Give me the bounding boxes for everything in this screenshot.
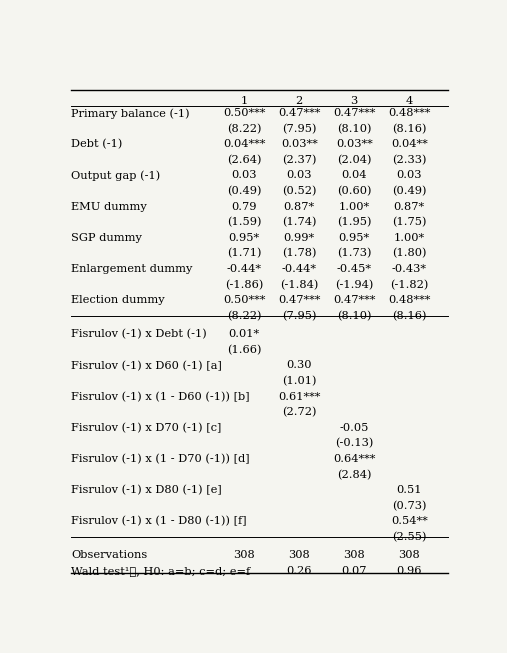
Text: 0.64***: 0.64*** bbox=[333, 454, 375, 464]
Text: 0.26: 0.26 bbox=[286, 566, 312, 576]
Text: (8.16): (8.16) bbox=[392, 123, 426, 134]
Text: Fisrulov (-1) x D70 (-1) [c]: Fisrulov (-1) x D70 (-1) [c] bbox=[71, 422, 222, 433]
Text: 1.00*: 1.00* bbox=[339, 202, 370, 212]
Text: (0.52): (0.52) bbox=[282, 186, 316, 197]
Text: 0.03: 0.03 bbox=[231, 170, 257, 180]
Text: (1.73): (1.73) bbox=[337, 248, 372, 259]
Text: 0.48***: 0.48*** bbox=[388, 108, 430, 118]
Text: 0.30: 0.30 bbox=[286, 360, 312, 370]
Text: (7.95): (7.95) bbox=[282, 123, 316, 134]
Text: EMU dummy: EMU dummy bbox=[71, 202, 147, 212]
Text: Fisrulov (-1) x (1 - D60 (-1)) [b]: Fisrulov (-1) x (1 - D60 (-1)) [b] bbox=[71, 392, 250, 402]
Text: -0.44*: -0.44* bbox=[281, 264, 317, 274]
Text: 1.00*: 1.00* bbox=[393, 232, 425, 243]
Text: (2.72): (2.72) bbox=[282, 407, 316, 417]
Text: 0.96: 0.96 bbox=[396, 566, 422, 576]
Text: 0.03**: 0.03** bbox=[281, 139, 317, 149]
Text: Enlargement dummy: Enlargement dummy bbox=[71, 264, 193, 274]
Text: -0.45*: -0.45* bbox=[337, 264, 372, 274]
Text: Fisrulov (-1) x D80 (-1) [e]: Fisrulov (-1) x D80 (-1) [e] bbox=[71, 485, 222, 496]
Text: 0.07: 0.07 bbox=[341, 566, 367, 576]
Text: (8.22): (8.22) bbox=[227, 311, 262, 321]
Text: (-1.82): (-1.82) bbox=[390, 279, 428, 290]
Text: (0.73): (0.73) bbox=[392, 501, 426, 511]
Text: Debt (-1): Debt (-1) bbox=[71, 139, 123, 150]
Text: (2.37): (2.37) bbox=[282, 155, 316, 165]
Text: Wald test¹⧩, H0: a=b; c=d; e=f: Wald test¹⧩, H0: a=b; c=d; e=f bbox=[71, 566, 250, 576]
Text: (-1.94): (-1.94) bbox=[335, 279, 373, 290]
Text: (-1.86): (-1.86) bbox=[225, 279, 263, 290]
Text: (0.49): (0.49) bbox=[227, 186, 262, 197]
Text: 3: 3 bbox=[350, 96, 358, 106]
Text: 0.48***: 0.48*** bbox=[388, 295, 430, 305]
Text: 0.54**: 0.54** bbox=[391, 517, 427, 526]
Text: (8.16): (8.16) bbox=[392, 311, 426, 321]
Text: (-0.13): (-0.13) bbox=[335, 438, 373, 449]
Text: (1.75): (1.75) bbox=[392, 217, 426, 227]
Text: (0.60): (0.60) bbox=[337, 186, 372, 197]
Text: (2.84): (2.84) bbox=[337, 470, 372, 480]
Text: (2.33): (2.33) bbox=[392, 155, 426, 165]
Text: (1.95): (1.95) bbox=[337, 217, 372, 227]
Text: Observations: Observations bbox=[71, 550, 148, 560]
Text: (8.22): (8.22) bbox=[227, 123, 262, 134]
Text: 4: 4 bbox=[406, 96, 413, 106]
Text: (1.59): (1.59) bbox=[227, 217, 262, 227]
Text: 308: 308 bbox=[233, 550, 255, 560]
Text: (2.55): (2.55) bbox=[392, 532, 426, 542]
Text: (1.80): (1.80) bbox=[392, 248, 426, 259]
Text: 0.04***: 0.04*** bbox=[223, 139, 265, 149]
Text: 0.04**: 0.04** bbox=[391, 139, 427, 149]
Text: 308: 308 bbox=[343, 550, 365, 560]
Text: 0.04: 0.04 bbox=[341, 170, 367, 180]
Text: 0.47***: 0.47*** bbox=[333, 108, 375, 118]
Text: (1.66): (1.66) bbox=[227, 345, 262, 355]
Text: Output gap (-1): Output gap (-1) bbox=[71, 170, 161, 181]
Text: 0.03: 0.03 bbox=[396, 170, 422, 180]
Text: 308: 308 bbox=[399, 550, 420, 560]
Text: 0.50***: 0.50*** bbox=[223, 295, 265, 305]
Text: 0.47***: 0.47*** bbox=[333, 295, 375, 305]
Text: 0.03**: 0.03** bbox=[336, 139, 373, 149]
Text: -0.43*: -0.43* bbox=[391, 264, 427, 274]
Text: 0.47***: 0.47*** bbox=[278, 295, 320, 305]
Text: (7.95): (7.95) bbox=[282, 311, 316, 321]
Text: (8.10): (8.10) bbox=[337, 123, 372, 134]
Text: 0.01*: 0.01* bbox=[229, 329, 260, 340]
Text: (1.01): (1.01) bbox=[282, 376, 316, 387]
Text: (1.74): (1.74) bbox=[282, 217, 316, 227]
Text: -0.44*: -0.44* bbox=[227, 264, 262, 274]
Text: 1: 1 bbox=[240, 96, 248, 106]
Text: -0.05: -0.05 bbox=[340, 422, 369, 433]
Text: 0.47***: 0.47*** bbox=[278, 108, 320, 118]
Text: 308: 308 bbox=[288, 550, 310, 560]
Text: 0.99*: 0.99* bbox=[283, 232, 315, 243]
Text: (1.78): (1.78) bbox=[282, 248, 316, 259]
Text: (2.64): (2.64) bbox=[227, 155, 262, 165]
Text: (-1.84): (-1.84) bbox=[280, 279, 318, 290]
Text: Fisrulov (-1) x Debt (-1): Fisrulov (-1) x Debt (-1) bbox=[71, 329, 207, 340]
Text: Fisrulov (-1) x (1 - D80 (-1)) [f]: Fisrulov (-1) x (1 - D80 (-1)) [f] bbox=[71, 517, 247, 527]
Text: 0.61***: 0.61*** bbox=[278, 392, 320, 402]
Text: 0.03: 0.03 bbox=[286, 170, 312, 180]
Text: Fisrulov (-1) x D60 (-1) [a]: Fisrulov (-1) x D60 (-1) [a] bbox=[71, 360, 222, 371]
Text: (1.71): (1.71) bbox=[227, 248, 262, 259]
Text: (8.10): (8.10) bbox=[337, 311, 372, 321]
Text: Election dummy: Election dummy bbox=[71, 295, 165, 305]
Text: 0.87*: 0.87* bbox=[283, 202, 315, 212]
Text: 0.87*: 0.87* bbox=[393, 202, 425, 212]
Text: 0.51: 0.51 bbox=[396, 485, 422, 495]
Text: 0.50***: 0.50*** bbox=[223, 108, 265, 118]
Text: Fisrulov (-1) x (1 - D70 (-1)) [d]: Fisrulov (-1) x (1 - D70 (-1)) [d] bbox=[71, 454, 250, 464]
Text: SGP dummy: SGP dummy bbox=[71, 232, 142, 243]
Text: (0.49): (0.49) bbox=[392, 186, 426, 197]
Text: (2.04): (2.04) bbox=[337, 155, 372, 165]
Text: 2: 2 bbox=[296, 96, 303, 106]
Text: 0.95*: 0.95* bbox=[339, 232, 370, 243]
Text: Primary balance (-1): Primary balance (-1) bbox=[71, 108, 190, 119]
Text: 0.79: 0.79 bbox=[231, 202, 257, 212]
Text: 0.95*: 0.95* bbox=[229, 232, 260, 243]
